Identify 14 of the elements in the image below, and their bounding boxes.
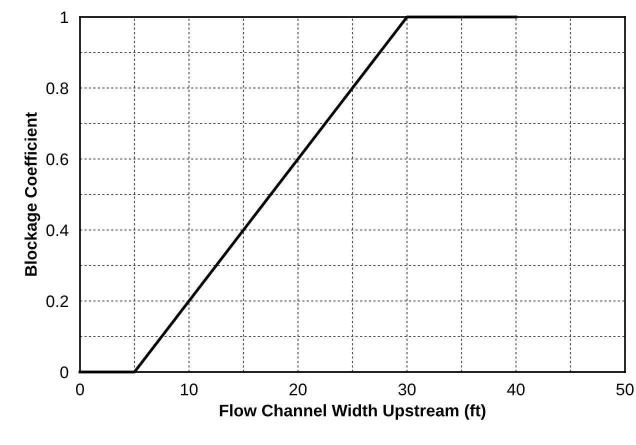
x-tick-label: 20 [290,384,307,396]
x-axis-title: Flow Channel Width Upstream (ft) [220,404,486,420]
y-tick-label: 0.4 [46,224,68,236]
y-tick-label: 0 [60,366,68,378]
x-tick-label: 40 [507,384,525,396]
x-tick-label: 30 [398,384,416,396]
x-tick-label: 10 [181,384,198,396]
y-tick-label: 0.6 [46,153,68,166]
x-tick-label: 0 [76,384,84,396]
y-tick-label: 0.2 [46,295,68,308]
y-tick-label: 0.8 [46,82,68,94]
y-tick-label: 1 [60,12,68,24]
x-tick-label: 50 [616,384,634,396]
y-axis-title: Blockage Coefficient [24,112,40,276]
